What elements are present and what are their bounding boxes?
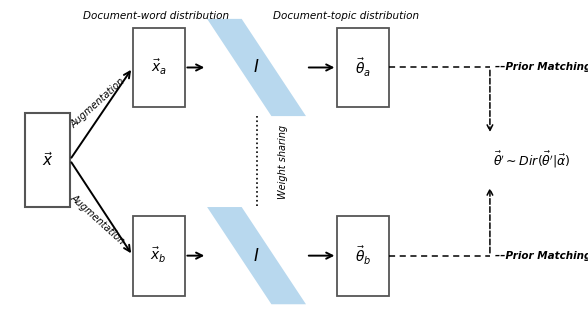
FancyBboxPatch shape (337, 28, 389, 108)
FancyBboxPatch shape (133, 216, 185, 296)
Text: $I$: $I$ (253, 59, 260, 76)
Text: Augmentation: Augmentation (69, 77, 127, 131)
Text: $I$: $I$ (253, 247, 260, 265)
FancyBboxPatch shape (337, 216, 389, 296)
Text: Augmentation: Augmentation (69, 193, 127, 246)
Text: Weight sharing: Weight sharing (279, 124, 289, 199)
Text: ––Prior Matching: ––Prior Matching (495, 251, 588, 261)
Text: $\vec{\theta}_b$: $\vec{\theta}_b$ (355, 244, 372, 267)
Text: $\vec{\theta}_a$: $\vec{\theta}_a$ (355, 56, 371, 78)
Text: $\vec{x}_a$: $\vec{x}_a$ (151, 58, 166, 77)
Text: $\vec{x}_b$: $\vec{x}_b$ (151, 246, 167, 265)
Polygon shape (207, 19, 306, 116)
Text: $\vec{\theta}' \sim Dir(\vec{\theta}'|\vec{\alpha})$: $\vec{\theta}' \sim Dir(\vec{\theta}'|\v… (493, 150, 570, 170)
Text: ––Prior Matching: ––Prior Matching (495, 62, 588, 73)
Polygon shape (207, 207, 306, 304)
Text: Document-topic distribution: Document-topic distribution (273, 11, 419, 21)
FancyBboxPatch shape (25, 113, 70, 207)
FancyBboxPatch shape (133, 28, 185, 108)
Text: $\vec{x}$: $\vec{x}$ (42, 151, 53, 169)
Text: Document-word distribution: Document-word distribution (83, 11, 229, 21)
